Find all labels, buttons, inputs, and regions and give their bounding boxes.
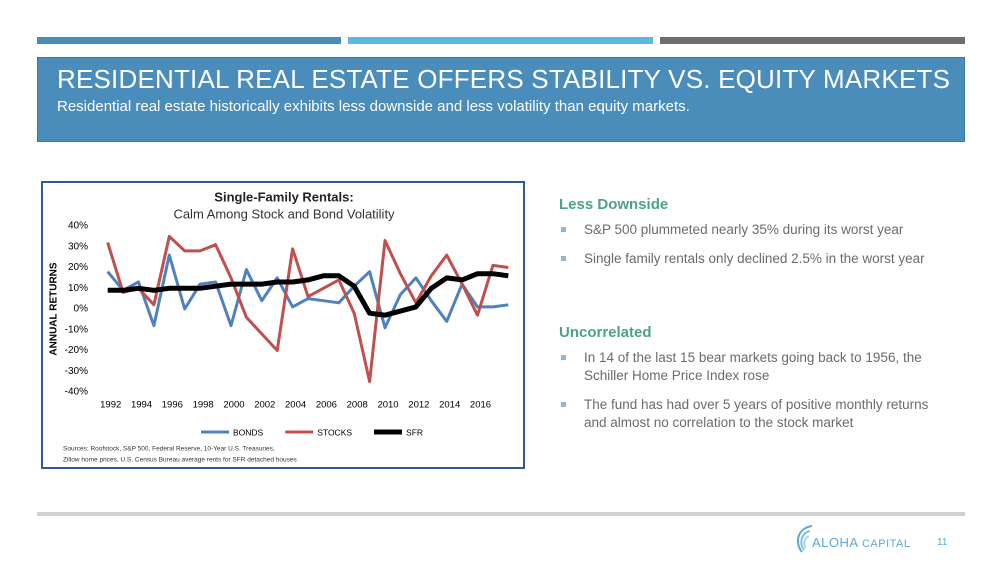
y-tick-label: 10% (68, 283, 88, 294)
y-tick-label: 0% (74, 304, 89, 315)
y-axis-label: ANNUAL RETURNS (49, 262, 60, 355)
logo-suffix: CAPITAL (861, 538, 911, 550)
page-number: 11 (937, 537, 948, 548)
y-tick-label: -20% (65, 345, 88, 356)
bullet-list: S&P 500 plummeted nearly 35% during its … (559, 221, 929, 268)
y-tick-label: 40% (68, 221, 88, 232)
logo-name: ALOHA (812, 535, 858, 550)
x-tick-label: 2004 (285, 400, 306, 411)
series-line (106, 234, 509, 384)
x-tick-label: 1992 (100, 400, 121, 411)
text-column: Less Downside S&P 500 plummeted nearly 35… (559, 196, 929, 450)
bullet: S&P 500 plummeted nearly 35% during its … (559, 221, 929, 239)
x-tick-label: 2000 (223, 400, 244, 411)
legend-label: STOCKS (317, 427, 352, 437)
bullet: Single family rentals only declined 2.5%… (559, 250, 929, 268)
chart-frame: Single-Family Rentals: Calm Among Stock … (41, 181, 525, 469)
x-tick-label: 1994 (131, 400, 152, 411)
logo-mark (796, 525, 813, 553)
y-tick-label: -30% (65, 366, 88, 377)
x-tick-label: 2002 (254, 400, 275, 411)
section: Uncorrelated In 14 of the last 15 bear ma… (559, 324, 929, 432)
y-tick-label: 30% (68, 241, 88, 252)
slide-title: RESIDENTIAL REAL ESTATE OFFERS STABILITY… (57, 64, 951, 94)
top-bar (660, 37, 965, 44)
y-tick-label: 20% (68, 262, 88, 273)
source-note: Zillow home prices, U.S. Census Bureau a… (63, 457, 298, 464)
slide-subtitle: Residential real estate historically exh… (57, 98, 690, 115)
x-tick-label: 2016 (470, 400, 491, 411)
x-tick-label: 2010 (377, 400, 398, 411)
chart: Single-Family Rentals: Calm Among Stock … (49, 189, 509, 464)
header-box (37, 57, 965, 142)
legend-label: BONDS (233, 427, 264, 437)
series-line (106, 253, 509, 330)
chart-subtitle: Calm Among Stock and Bond Volatility (173, 206, 395, 221)
bullet-list: In 14 of the last 15 bear markets going … (559, 349, 929, 432)
chart-title: Single-Family Rentals: (214, 189, 353, 204)
y-tick-label: -10% (65, 324, 88, 335)
x-tick-label: 2014 (439, 400, 460, 411)
y-tick-label: -40% (65, 387, 88, 398)
section-heading: Uncorrelated (559, 324, 652, 341)
section-heading: Less Downside (559, 196, 669, 213)
x-tick-label: 1996 (162, 400, 183, 411)
series-line (107, 271, 509, 318)
logo-text: ALOHA CAPITAL (812, 535, 911, 550)
section: Less Downside S&P 500 plummeted nearly 35… (559, 196, 929, 306)
bullet: In 14 of the last 15 bear markets going … (559, 349, 929, 385)
footer-rule (37, 512, 965, 516)
legend-label: SFR (406, 427, 423, 437)
top-bar (348, 37, 653, 44)
top-bar (37, 37, 341, 44)
x-tick-label: 1998 (193, 400, 214, 411)
source-note: Sources: Roofstock, S&P 500, Federal Res… (63, 446, 275, 453)
bullet: The fund has had over 5 years of positiv… (559, 396, 929, 432)
x-tick-label: 2006 (316, 400, 337, 411)
x-tick-label: 2012 (408, 400, 429, 411)
x-tick-label: 2008 (347, 400, 368, 411)
